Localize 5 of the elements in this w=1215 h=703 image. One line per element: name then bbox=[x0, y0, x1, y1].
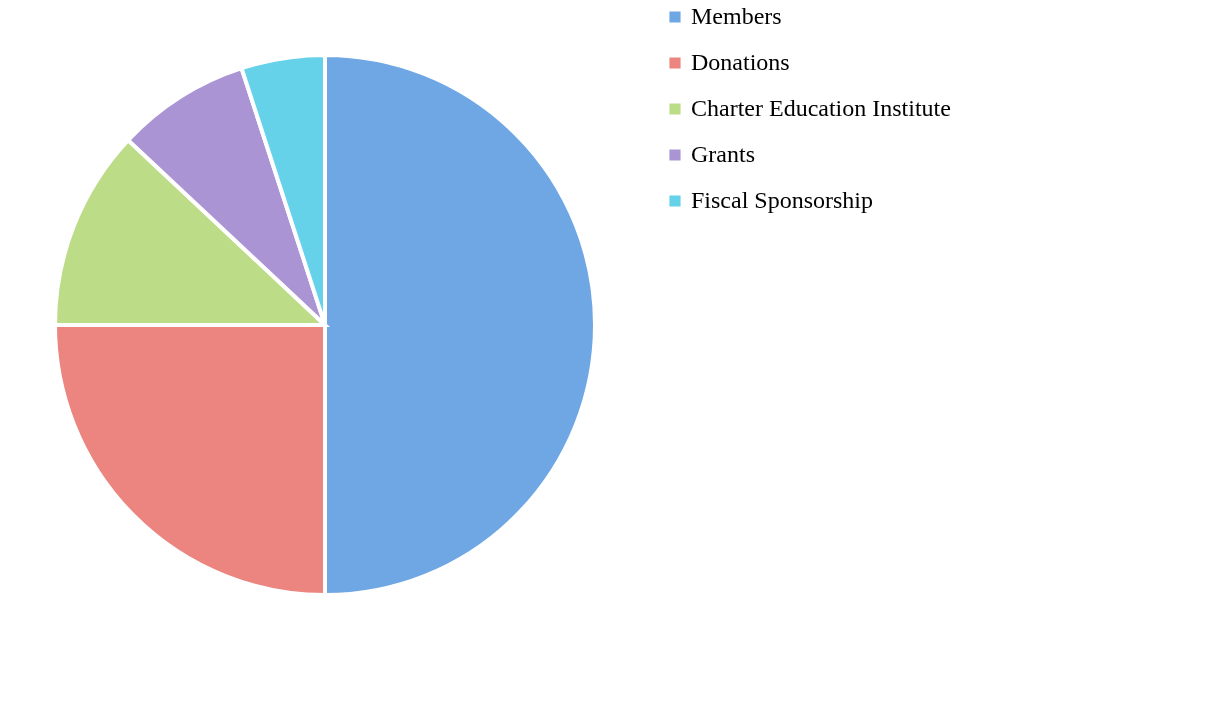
legend-label: Charter Education Institute bbox=[691, 95, 951, 121]
legend-label: Fiscal Sponsorship bbox=[691, 187, 874, 213]
legend-label: Donations bbox=[691, 49, 790, 75]
legend-label: Members bbox=[691, 3, 782, 29]
legend-label: Grants bbox=[691, 141, 755, 167]
